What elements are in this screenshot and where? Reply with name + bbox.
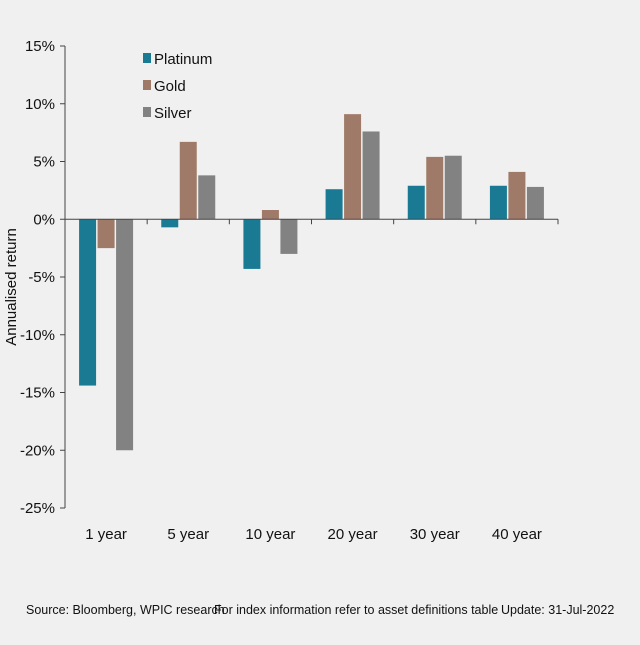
x-tick-label: 20 year	[328, 526, 378, 543]
legend-label: Silver	[154, 105, 192, 122]
bar-gold	[261, 210, 279, 220]
y-tick-label: 5%	[33, 154, 55, 171]
bar-platinum	[243, 219, 261, 269]
y-tick-label: 0%	[33, 211, 55, 228]
y-tick-label: -10%	[20, 327, 55, 344]
y-axis-title: Annualised return	[3, 228, 20, 346]
bar-gold	[97, 219, 115, 249]
bar-platinum	[325, 189, 343, 220]
x-tick-label: 30 year	[410, 526, 460, 543]
bar-silver	[280, 219, 298, 254]
bar-silver	[116, 219, 134, 451]
bar-silver	[526, 186, 544, 220]
bar-gold	[426, 156, 444, 220]
axes-layer: 15% 10% 5% 0% -5% -10% -15% -20% -25% 1 year 5 yea…	[20, 38, 559, 543]
y-tick-label: -25%	[20, 500, 55, 517]
bar-platinum	[79, 219, 97, 386]
bar-platinum	[489, 185, 507, 220]
legend-swatch	[143, 80, 151, 90]
legend-label: Platinum	[154, 51, 212, 68]
bar-gold	[508, 171, 526, 220]
legend-label: Gold	[154, 78, 186, 95]
update-text: Update: 31-Jul-2022	[501, 603, 615, 617]
footer: Source: Bloomberg, WPIC research For ind…	[0, 603, 640, 623]
y-tick-label: 10%	[25, 96, 55, 113]
y-tick-label: -20%	[20, 442, 55, 459]
y-tick-label: 15%	[25, 38, 55, 55]
x-tick-label: 1 year	[85, 526, 127, 543]
y-tick-label: -15%	[20, 385, 55, 402]
bar-gold	[344, 114, 362, 220]
bar-gold	[179, 141, 197, 220]
y-tick-label: -5%	[28, 269, 55, 286]
x-tick-label: 10 year	[245, 526, 295, 543]
legend-swatch	[143, 53, 151, 63]
bars-layer	[79, 114, 544, 451]
legend: Platinum Gold Silver	[143, 51, 212, 122]
x-tick-label: 5 year	[167, 526, 209, 543]
bar-silver	[362, 131, 380, 220]
source-text: Source: Bloomberg, WPIC research	[26, 603, 225, 617]
note-text: For index information refer to asset def…	[214, 603, 499, 617]
bar-silver	[198, 175, 216, 220]
bar-platinum	[407, 185, 425, 220]
legend-swatch	[143, 107, 151, 117]
bar-silver	[444, 155, 462, 220]
bar-platinum	[161, 219, 179, 228]
x-tick-label: 40 year	[492, 526, 542, 543]
